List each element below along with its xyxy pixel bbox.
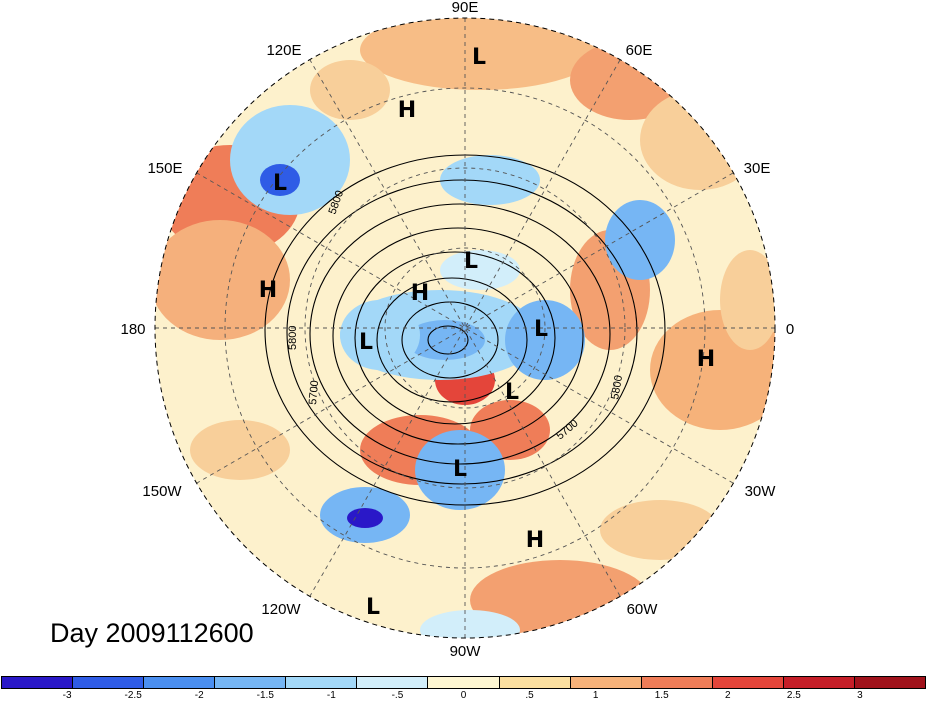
colorbar-swatch	[712, 677, 784, 688]
lon-label-120e: 120E	[266, 42, 301, 59]
contour-label: 5800	[609, 374, 625, 400]
colorbar-tick-label: 1.5	[654, 690, 669, 701]
pressure-center-marker: L	[472, 45, 486, 70]
lon-label-60w: 60W	[627, 601, 659, 618]
lon-label-60e: 60E	[626, 42, 653, 59]
contour-label: 5800	[287, 326, 299, 350]
colorbar-tick-label: 0	[460, 690, 467, 701]
contour-label: 5700	[307, 380, 321, 405]
height-contours	[264, 154, 666, 506]
pressure-center-marker: H	[398, 98, 416, 123]
lon-label-90w: 90W	[450, 643, 482, 660]
lon-label-0: 0	[786, 321, 794, 338]
colorbar-tick-label: -1	[326, 690, 336, 701]
colorbar-swatch	[215, 677, 287, 688]
lon-label-180: 180	[120, 321, 145, 338]
colorbar-tick-label: 1	[592, 690, 599, 701]
colorbar-swatch	[641, 677, 713, 688]
colorbar-swatch	[783, 677, 855, 688]
polar-map: 90E 60E 30E 0 30W 60W 90W 120W 150W 180 …	[120, 0, 794, 660]
colorbar	[1, 676, 926, 689]
anomaly-field	[155, 18, 775, 638]
colorbar-tick-label: 2.5	[786, 690, 801, 701]
colorbar-tick-label: -2.5	[124, 690, 142, 701]
lon-label-150w: 150W	[142, 483, 182, 500]
colorbar-tick-label: -3	[62, 690, 72, 701]
colorbar-tick-label: .5	[525, 690, 534, 701]
colorbar-tick-label: 2	[725, 690, 731, 701]
pressure-center-marker: H	[411, 281, 429, 306]
colorbar-tick-label: -2	[194, 690, 204, 701]
lon-label-90e: 90E	[452, 0, 479, 16]
lon-label-30e: 30E	[744, 160, 771, 177]
pressure-center-marker: L	[464, 249, 478, 274]
lon-label-120w: 120W	[261, 601, 301, 618]
colorbar-labels: -3 -2.5 -2 -1.5 -1 -.5 0 .5 1 1.5 2 2.5 3	[1, 690, 926, 702]
colorbar-tick-label: 3	[857, 690, 863, 701]
pressure-center-marker: L	[273, 171, 287, 196]
colorbar-tick-label: -1.5	[256, 690, 274, 701]
colorbar-swatch	[854, 677, 926, 688]
colorbar-swatch	[144, 677, 216, 688]
pressure-center-marker: H	[526, 528, 544, 553]
pressure-center-marker: H	[259, 278, 277, 303]
colorbar-swatch	[428, 677, 500, 688]
pressure-center-marker: L	[359, 330, 373, 355]
map-boundary	[154, 17, 776, 639]
day-label: Day 2009112600	[50, 618, 254, 648]
lon-label-150e: 150E	[147, 160, 182, 177]
colorbar-swatch	[499, 677, 571, 688]
pressure-center-marker: L	[505, 380, 519, 405]
colorbar-swatch	[570, 677, 642, 688]
colorbar-swatch	[73, 677, 145, 688]
lon-label-30w: 30W	[745, 483, 777, 500]
colorbar-swatch	[357, 677, 429, 688]
colorbar-swatch	[2, 677, 74, 688]
pressure-center-marker: H	[697, 347, 715, 372]
pressure-center-marker: L	[453, 457, 467, 482]
pressure-center-marker: L	[534, 317, 548, 342]
colorbar-tick-label: -.5	[391, 690, 404, 701]
colorbar-swatch	[286, 677, 358, 688]
pressure-center-marker: L	[366, 595, 380, 620]
graticule	[155, 18, 775, 638]
